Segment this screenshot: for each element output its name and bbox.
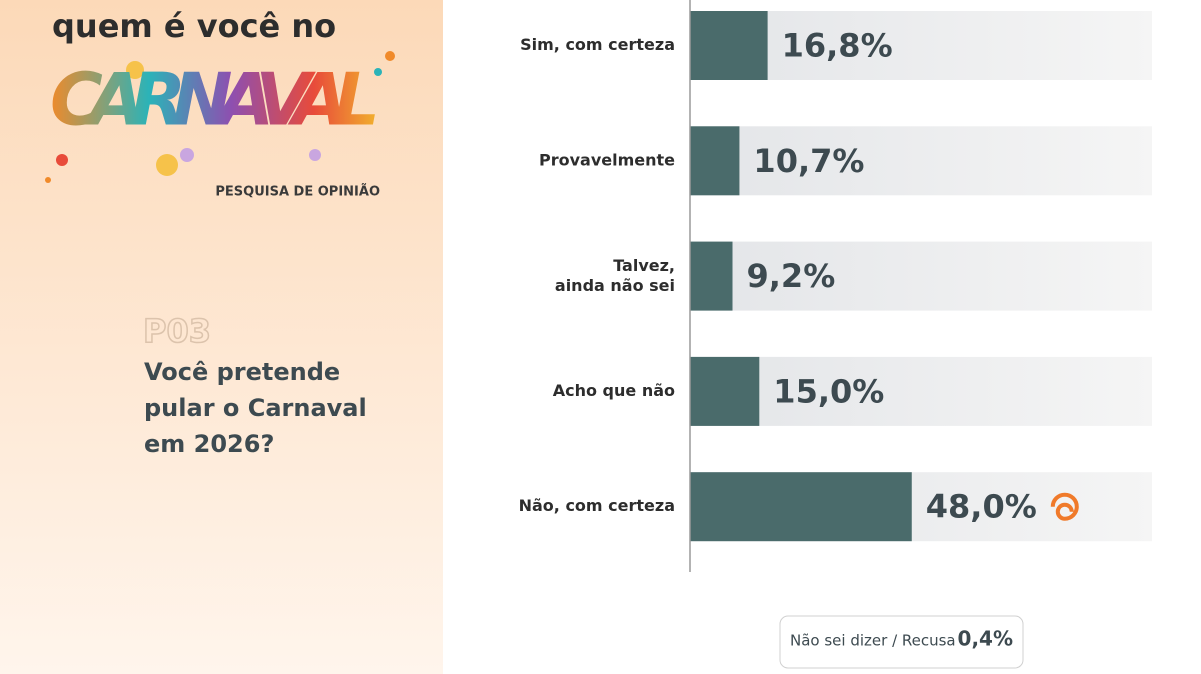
note-box xyxy=(779,615,1024,669)
value-label: 9,2% xyxy=(747,257,836,295)
main-panel xyxy=(443,0,1201,674)
header-title: quem é você no xyxy=(52,7,336,45)
bar xyxy=(690,356,760,426)
brand-icon xyxy=(1050,492,1079,521)
side-panel xyxy=(0,0,443,674)
question-line: Você pretende xyxy=(144,358,340,386)
value-label: 48,0% xyxy=(926,488,1037,526)
bar xyxy=(690,472,912,542)
header-subtitle: PESQUISA DE OPINIÃO xyxy=(215,184,380,200)
question-line: em 2026? xyxy=(144,430,274,458)
confetti xyxy=(45,51,395,183)
note-label: Não sei dizer / Recusa xyxy=(790,632,956,650)
logo: CARNAVAL xyxy=(50,58,380,142)
bar xyxy=(690,126,740,196)
question-line: pular o Carnaval xyxy=(144,394,367,422)
bar xyxy=(690,241,733,311)
chart: Sim, com certeza 16,8% Provavelmente 10,7% T… xyxy=(519,0,1152,572)
question-code: P03 xyxy=(143,312,211,350)
bar xyxy=(690,11,768,80)
category-label: Acho que não xyxy=(553,381,675,400)
value-label: 16,8% xyxy=(782,27,893,65)
category-label: Não, com certeza xyxy=(519,496,675,515)
category-label: Sim, com certeza xyxy=(520,35,675,54)
value-label: 15,0% xyxy=(773,372,884,410)
category-label: Talvez, ainda não sei xyxy=(555,256,675,295)
bar-track xyxy=(690,241,1152,311)
note-value: 0,4% xyxy=(958,627,1013,651)
category-label: Provavelmente xyxy=(539,150,675,169)
bar-track xyxy=(690,126,1152,196)
value-label: 10,7% xyxy=(753,142,864,180)
bar-track xyxy=(690,356,1152,426)
